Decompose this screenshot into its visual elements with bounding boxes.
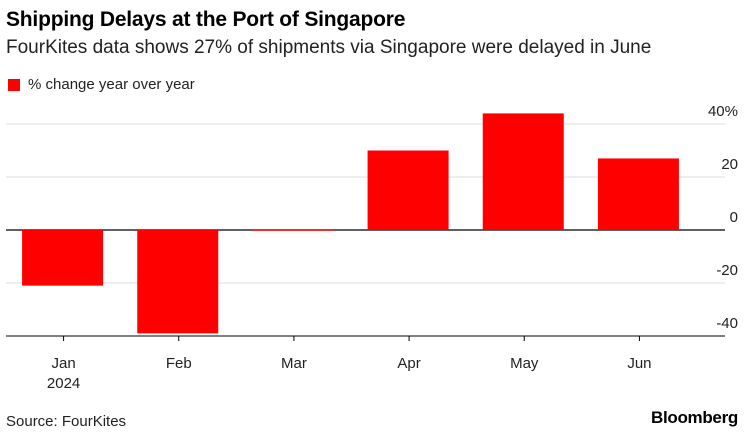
y-tick-label: -20	[716, 262, 738, 279]
chart-subtitle: FourKites data shows 27% of shipments vi…	[6, 37, 652, 58]
bloomberg-logo: Bloomberg	[650, 408, 738, 427]
x-tick-label: Jun	[627, 355, 651, 372]
x-tick-sublabel: 2024	[47, 375, 80, 392]
x-tick-label: Jan	[51, 355, 75, 372]
bar	[137, 230, 219, 334]
legend-label: % change year over year	[28, 76, 195, 93]
y-tick-label: -40	[716, 315, 738, 332]
x-tick-label: Feb	[166, 355, 192, 372]
y-tick-label: 20	[721, 156, 738, 173]
bar	[482, 113, 564, 230]
legend-swatch	[8, 78, 20, 91]
legend: % change year over year	[8, 76, 195, 93]
x-tick-label: Apr	[397, 355, 420, 372]
bar	[367, 150, 449, 230]
bar	[597, 158, 679, 230]
y-tick-label: 0	[730, 209, 738, 226]
chart-title: Shipping Delays at the Port of Singapore	[6, 8, 406, 31]
x-tick-label: Mar	[281, 355, 307, 372]
bar	[22, 230, 104, 286]
x-tick-label: May	[510, 355, 539, 372]
y-tick-label: 40%	[708, 103, 738, 120]
source-note: Source: FourKites	[6, 413, 127, 430]
